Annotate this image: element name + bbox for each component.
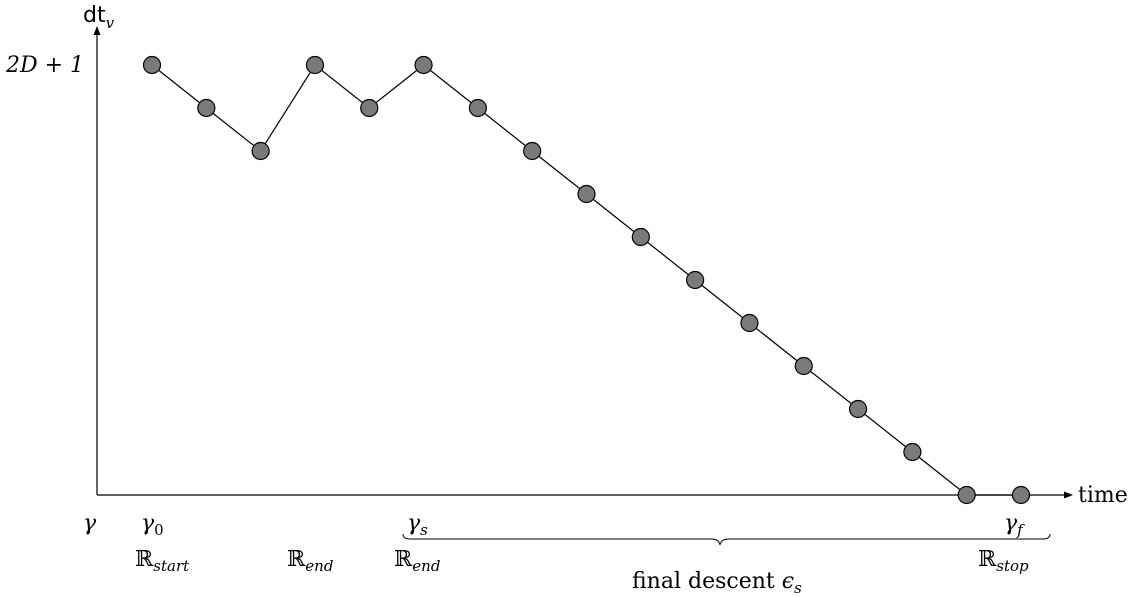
x-axis-label: time bbox=[1078, 483, 1128, 508]
y-tick-label: 2D + 1 bbox=[5, 53, 84, 78]
data-point-10 bbox=[686, 270, 705, 290]
gammaf-label: γf bbox=[1004, 511, 1025, 539]
series-line bbox=[151, 64, 1021, 496]
data-point-15 bbox=[957, 485, 976, 505]
data-point-4 bbox=[360, 98, 379, 118]
data-point-5 bbox=[414, 55, 433, 75]
data-point-0 bbox=[142, 55, 162, 75]
r-end-label-1: ℝend bbox=[287, 547, 333, 575]
dt-series bbox=[142, 55, 1031, 505]
y-axis-label: dtv bbox=[83, 3, 115, 32]
r-stop-label: ℝstop bbox=[978, 547, 1029, 575]
r-start-label: ℝstart bbox=[135, 547, 190, 575]
gamma-label: γ bbox=[83, 511, 97, 536]
data-point-13 bbox=[848, 399, 868, 419]
final-descent-brace bbox=[402, 533, 1051, 546]
gammas-label: γs bbox=[407, 511, 428, 539]
data-point-12 bbox=[794, 356, 813, 376]
x-axis-arrowhead bbox=[1064, 491, 1073, 499]
data-point-3 bbox=[305, 55, 325, 75]
data-point-11 bbox=[740, 313, 759, 333]
data-point-1 bbox=[197, 98, 216, 118]
final-descent-label: final descent ϵs bbox=[632, 569, 802, 597]
data-point-16 bbox=[1011, 485, 1031, 505]
data-point-9 bbox=[631, 227, 650, 247]
data-point-2 bbox=[251, 141, 270, 161]
data-point-14 bbox=[903, 442, 922, 462]
data-point-7 bbox=[523, 141, 542, 161]
r-end-label-2: ℝend bbox=[394, 547, 440, 575]
y-axis-arrowhead bbox=[93, 26, 101, 35]
gamma0-label: γ0 bbox=[141, 511, 164, 539]
data-point-8 bbox=[577, 184, 596, 204]
data-point-6 bbox=[468, 98, 487, 118]
